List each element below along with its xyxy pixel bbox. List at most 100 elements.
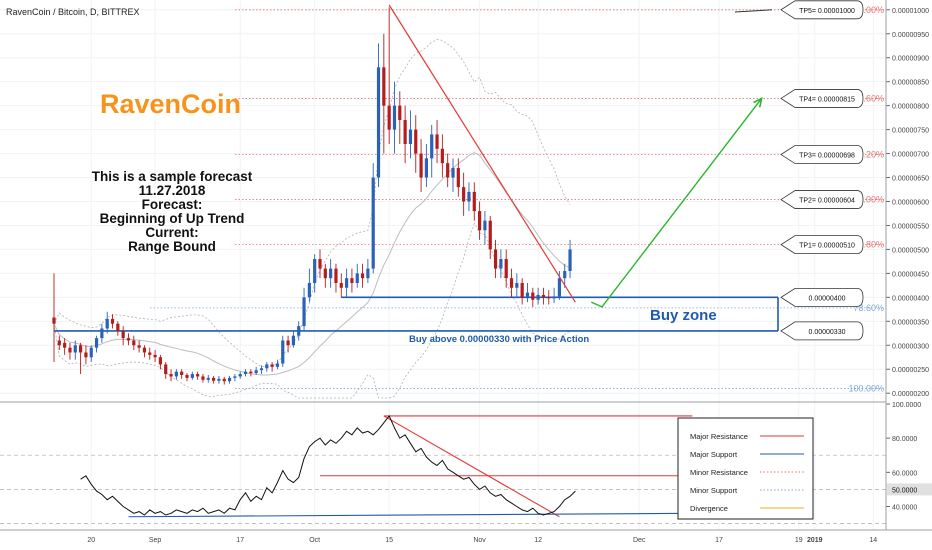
candle-body [180, 371, 184, 375]
brand-title: RavenCoin [100, 89, 241, 119]
candle [483, 211, 487, 245]
candle [509, 268, 514, 298]
band-lower [53, 222, 571, 399]
candle-body [126, 338, 131, 341]
candle-body [57, 340, 61, 346]
candle [217, 375, 221, 384]
candle-body [499, 259, 503, 269]
candle-body [121, 330, 125, 339]
candle [323, 263, 327, 288]
price-tick-label: 0.00000950 [892, 32, 929, 39]
candle-body [467, 191, 471, 202]
legend-label: Minor Resistance [690, 468, 748, 477]
time-tick-label: 12 [534, 537, 542, 544]
candle-body [318, 259, 322, 269]
candle [541, 287, 546, 305]
candle-body [483, 220, 487, 231]
osc-trend-line [383, 415, 560, 518]
target-callout: TP1= 0.00000510 [780, 235, 864, 255]
price-tick-label: 0.00000600 [892, 200, 929, 207]
candle [329, 259, 333, 288]
time-tick-label: 14 [869, 537, 877, 544]
candle-body [275, 363, 280, 367]
candle-body [366, 268, 370, 279]
trend-line [388, 4, 576, 303]
osc-current-badge [887, 483, 932, 496]
price-tick-label: 0.00000450 [892, 271, 929, 278]
candle-body [142, 347, 147, 353]
candle-body [94, 338, 99, 348]
candle [531, 287, 535, 307]
candle [212, 375, 216, 384]
candle [430, 124, 434, 178]
legend-box [677, 417, 814, 520]
candle [164, 362, 168, 379]
osc-line [80, 415, 576, 516]
candle [552, 287, 556, 304]
candle [94, 335, 99, 353]
candle [254, 366, 258, 375]
band-upper [53, 39, 571, 367]
target-callout: TP4= 0.00000815 [780, 89, 864, 108]
candle-body [291, 335, 295, 346]
candle [366, 259, 370, 283]
candle-body [424, 158, 428, 178]
price-axis: 0.00001000 0.00000950 0.00000900 0.00000850… [886, 8, 929, 398]
forecast-path [591, 98, 763, 308]
osc-current-label: 50.0000 [892, 487, 917, 494]
price-tick-label: 0.00000900 [892, 56, 929, 63]
price-tick-label: 0.00000400 [892, 295, 929, 302]
candle-body [515, 282, 519, 288]
candle [63, 338, 67, 355]
candle [462, 172, 466, 216]
candle-body [227, 377, 232, 382]
candle-body [430, 134, 434, 159]
zone-callout: 0.00000330 [780, 321, 864, 341]
callout-label: TP4= 0.00000815 [799, 96, 855, 103]
candle [440, 134, 444, 178]
candle-body [286, 340, 290, 346]
candle-body [488, 220, 492, 250]
candle [297, 321, 301, 341]
candle-body [212, 377, 216, 381]
time-tick-label: Dec [633, 537, 646, 544]
candle-body [313, 259, 317, 283]
candle [158, 354, 162, 370]
callout-label: TP5= 0.00001000 [799, 8, 855, 15]
candle-body [509, 278, 514, 288]
candle [265, 362, 269, 372]
candle [132, 335, 136, 351]
target-callout: TP3= 0.00000698 [780, 145, 864, 164]
candle [281, 335, 285, 367]
price-candles [52, 7, 572, 385]
candle-body [557, 278, 561, 297]
candle-body [222, 378, 226, 382]
candle-body [456, 167, 460, 188]
candle-body [563, 270, 567, 279]
candle-body [478, 211, 482, 231]
candle-body [541, 294, 546, 298]
candle [116, 321, 120, 336]
candle [68, 342, 72, 360]
candle-body [100, 328, 104, 339]
candle-body [169, 374, 173, 377]
price-tick-label: 0.00000500 [892, 247, 929, 254]
candle-body [371, 177, 375, 269]
fib-label: 23.60% [853, 93, 884, 103]
candle [57, 335, 61, 351]
candle-body [217, 378, 221, 381]
buy-above-label: Buy above 0.00000330 with Price Action [409, 334, 589, 345]
price-tick-label: 0.00000650 [892, 176, 929, 183]
candle [387, 7, 391, 144]
target-callout: TP5= 0.00001000 [780, 0, 864, 20]
candle [334, 263, 338, 293]
time-tick-label: 20 [87, 537, 95, 544]
candle-body [243, 371, 248, 375]
candle [52, 273, 56, 363]
candle-body [89, 347, 93, 358]
candle-body [525, 292, 530, 298]
candle-body [536, 294, 540, 300]
candle-body [265, 364, 269, 369]
candle-body [345, 278, 349, 288]
candle [547, 290, 551, 305]
